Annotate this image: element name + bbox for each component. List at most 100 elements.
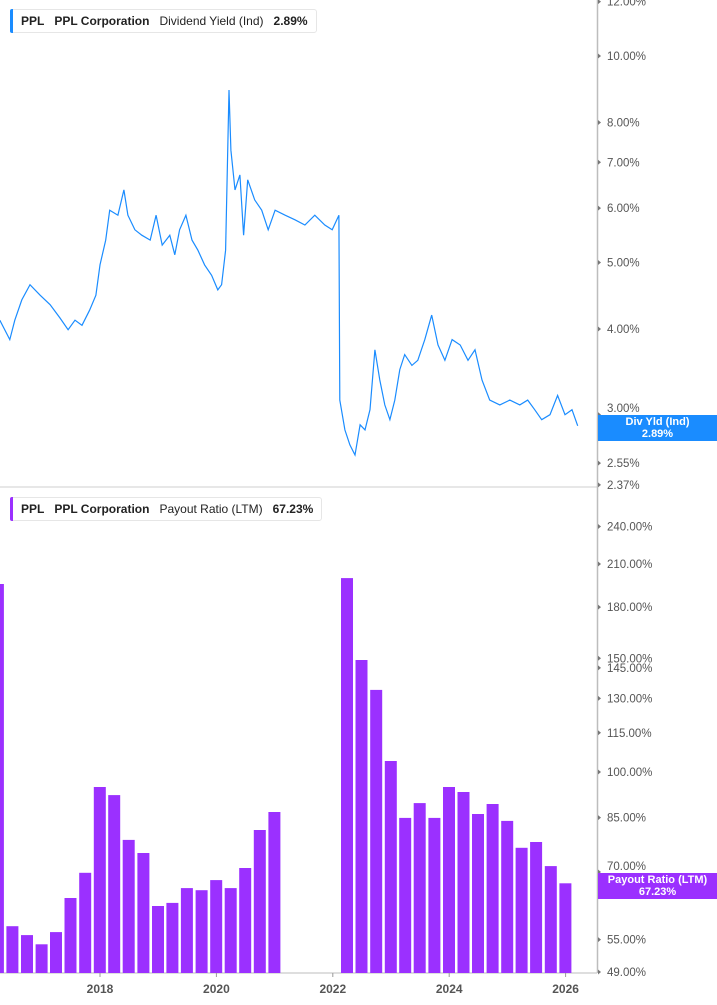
payout-ratio-bar: [122, 839, 135, 973]
payout-ratio-bar: [428, 817, 441, 973]
payout-ratio-bar: [224, 888, 237, 973]
legend-company: PPL Corporation: [54, 14, 150, 28]
legend-dividend-yield: PPL PPL Corporation Dividend Yield (Ind)…: [10, 9, 317, 33]
tag-label: Payout Ratio (LTM): [607, 874, 708, 886]
y-tick-mark: [598, 205, 601, 211]
y-tick-label: 210.00%: [607, 559, 652, 571]
y-tick-mark: [598, 259, 601, 265]
y-tick-mark: [598, 524, 601, 530]
payout-ratio-bar: [413, 803, 426, 973]
x-tick-label: 2020: [203, 982, 230, 996]
y-tick-label: 8.00%: [607, 117, 640, 129]
current-value-tag-payout-ratio: Payout Ratio (LTM) 67.23%: [598, 873, 717, 899]
payout-ratio-bar: [79, 872, 92, 973]
legend-payout-ratio: PPL PPL Corporation Payout Ratio (LTM) 6…: [10, 497, 323, 521]
y-tick-mark: [598, 655, 601, 661]
y-tick-label: 49.00%: [607, 967, 646, 979]
x-tick-label: 2022: [319, 982, 346, 996]
legend-company: PPL Corporation: [54, 502, 150, 516]
legend-value: 67.23%: [272, 502, 314, 516]
y-tick-mark: [598, 460, 601, 466]
payout-ratio-bar: [253, 830, 266, 973]
legend-value: 2.89%: [273, 14, 308, 28]
payout-ratio-bar: [341, 578, 353, 973]
x-tick-label: 2024: [436, 982, 463, 996]
y-tick-label: 130.00%: [607, 693, 652, 705]
tag-value: 2.89%: [641, 428, 674, 440]
payout-ratio-bar: [137, 853, 150, 973]
y-tick-mark: [598, 969, 601, 975]
y-tick-label: 2.37%: [607, 480, 640, 492]
payout-ratio-bar: [268, 812, 281, 973]
payout-ratio-bar: [210, 880, 223, 973]
payout-ratio-bar: [472, 814, 484, 973]
y-tick-label: 240.00%: [607, 522, 652, 534]
legend-metric: Payout Ratio (LTM): [159, 502, 263, 516]
y-tick-label: 12.00%: [607, 0, 646, 9]
payout-ratio-bar: [0, 584, 4, 973]
payout-ratio-bar: [530, 842, 543, 973]
y-tick-mark: [598, 730, 601, 736]
payout-ratio-bar: [370, 689, 383, 973]
tag-label: Div Yld (Ind): [625, 416, 690, 428]
y-tick-label: 85.00%: [607, 813, 646, 825]
y-tick-label: 115.00%: [607, 728, 652, 740]
series-color-swatch: [10, 9, 13, 33]
payout-ratio-bar: [152, 906, 164, 973]
y-tick-mark: [598, 159, 601, 165]
y-tick-label: 150.00%: [607, 653, 652, 665]
payout-ratio-bar: [93, 787, 106, 973]
y-tick-mark: [598, 815, 601, 821]
y-tick-mark: [598, 0, 601, 5]
y-tick-mark: [598, 561, 601, 567]
legend-ticker: PPL: [21, 14, 45, 28]
y-tick-label: 70.00%: [607, 861, 646, 873]
payout-ratio-bar: [195, 890, 208, 973]
y-tick-mark: [598, 482, 601, 488]
y-tick-mark: [598, 53, 601, 59]
payout-ratio-bar: [166, 902, 179, 973]
payout-ratio-bar: [108, 795, 121, 973]
y-tick-label: 7.00%: [607, 157, 640, 169]
payout-ratio-bar: [544, 866, 557, 973]
payout-ratio-bar: [384, 761, 397, 973]
y-tick-mark: [598, 695, 601, 701]
tag-value: 67.23%: [638, 886, 677, 898]
y-tick-label: 55.00%: [607, 935, 646, 947]
current-value-tag-dividend-yield: Div Yld (Ind) 2.89%: [598, 415, 717, 441]
payout-ratio-bar: [35, 944, 48, 973]
y-tick-label: 4.00%: [607, 324, 640, 336]
payout-ratio-bar: [501, 820, 514, 973]
payout-ratio-bar: [515, 847, 528, 973]
y-tick-mark: [598, 665, 601, 671]
y-tick-mark: [598, 604, 601, 610]
y-tick-label: 10.00%: [607, 51, 646, 63]
x-tick-label: 2018: [87, 982, 114, 996]
y-tick-label: 6.00%: [607, 203, 640, 215]
legend-metric: Dividend Yield (Ind): [159, 14, 264, 28]
series-color-swatch: [10, 497, 13, 521]
payout-ratio-bar: [50, 932, 62, 973]
y-tick-mark: [598, 326, 601, 332]
y-tick-label: 3.00%: [607, 403, 640, 415]
dividend-yield-line: [0, 89, 579, 457]
y-tick-mark: [598, 937, 601, 943]
payout-ratio-bar: [64, 898, 77, 973]
payout-ratio-bar: [21, 935, 33, 973]
payout-ratio-bar: [486, 804, 499, 973]
payout-ratio-bar: [559, 883, 572, 973]
x-tick-label: 2026: [552, 982, 579, 996]
payout-ratio-bar: [239, 868, 252, 973]
y-tick-mark: [598, 769, 601, 775]
payout-ratio-bar: [457, 792, 470, 973]
legend-ticker: PPL: [21, 502, 45, 516]
y-tick-label: 145.00%: [607, 663, 652, 675]
y-tick-label: 100.00%: [607, 767, 652, 779]
payout-ratio-bar: [6, 926, 19, 973]
payout-ratio-bar: [355, 660, 368, 973]
payout-ratio-bar: [443, 787, 455, 973]
payout-ratio-bar: [399, 817, 412, 973]
payout-ratio-bar: [180, 888, 193, 973]
y-tick-label: 2.55%: [607, 458, 640, 470]
